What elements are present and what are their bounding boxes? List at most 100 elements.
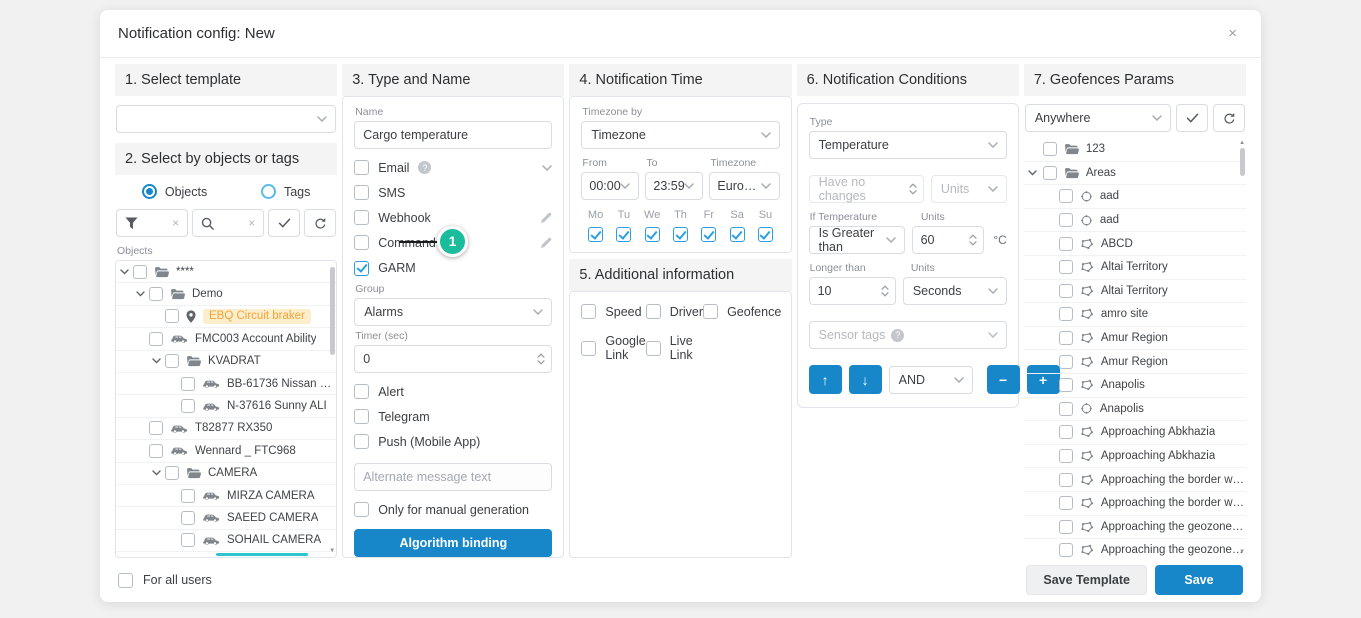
additional-option[interactable]: Google Link — [581, 334, 646, 362]
radio-objects-control[interactable] — [141, 184, 157, 199]
geofence-checkbox[interactable] — [1058, 260, 1073, 275]
geofence-tree-row[interactable]: 123 — [1023, 138, 1247, 162]
geofence-tree-row[interactable]: Approaching the geozone of Kaza... — [1023, 516, 1247, 540]
algorithm-binding-button[interactable]: Algorithm binding — [354, 529, 553, 557]
additional-option-checkbox[interactable] — [703, 304, 719, 319]
spinner-icon[interactable] — [537, 353, 545, 365]
logic-select[interactable]: AND — [888, 365, 973, 394]
apply-geofences-button[interactable] — [1176, 104, 1209, 132]
manual-generation-checkbox[interactable] — [354, 502, 370, 517]
geofence-checkbox[interactable] — [1058, 236, 1073, 251]
template-select[interactable] — [116, 105, 337, 133]
geofence-checkbox[interactable] — [1058, 283, 1073, 298]
geofence-tree-row[interactable]: Altai Territory — [1023, 256, 1247, 280]
geofence-tree-row[interactable]: amro site — [1023, 303, 1247, 327]
radio-objects[interactable]: Objects — [141, 184, 207, 199]
geofence-tree-row[interactable]: Anapolis — [1023, 374, 1247, 398]
geofence-tree-row[interactable]: Approaching Abkhazia — [1023, 445, 1247, 469]
geofence-tree-row[interactable]: Anapolis — [1023, 398, 1247, 422]
move-up-button[interactable]: ↑ — [808, 365, 842, 394]
object-tree-row[interactable]: Demo — [116, 283, 337, 306]
chevron-down-icon[interactable] — [136, 291, 145, 297]
geofence-tree-row[interactable]: Amur Region — [1023, 350, 1247, 374]
object-tree-row[interactable]: SOHAIL CAMERA — [116, 530, 337, 553]
additional-option[interactable]: Geofence — [703, 304, 781, 319]
object-tree-row[interactable]: T82877 RX350 — [116, 418, 337, 441]
close-icon[interactable]: × — [1228, 25, 1237, 42]
weekday-checkbox[interactable] — [588, 227, 604, 242]
garm-checkbox[interactable] — [354, 260, 370, 276]
additional-option-checkbox[interactable] — [581, 304, 597, 319]
telegram-checkbox[interactable] — [354, 409, 370, 424]
object-tree-row[interactable]: SAEED CAMERA — [116, 507, 337, 530]
object-tree-row[interactable]: N-37616 Sunny ALI — [116, 395, 337, 418]
move-down-button[interactable]: ↓ — [848, 365, 882, 394]
object-checkbox[interactable] — [181, 510, 195, 525]
clear-filter-icon[interactable]: × — [172, 216, 180, 230]
pencil-icon[interactable] — [541, 237, 552, 248]
additional-option[interactable]: Driver — [645, 304, 703, 319]
spinner-icon[interactable] — [909, 183, 917, 195]
weekday-checkbox[interactable] — [701, 227, 717, 242]
object-checkbox[interactable] — [165, 354, 179, 369]
pencil-icon[interactable] — [541, 212, 552, 223]
sms-checkbox[interactable] — [354, 185, 370, 200]
object-tree-row[interactable]: BB-61736 Nissan Versa So... — [116, 373, 337, 396]
object-checkbox[interactable] — [165, 309, 179, 324]
geofence-checkbox[interactable] — [1058, 213, 1073, 228]
geofence-checkbox[interactable] — [1058, 354, 1073, 369]
object-tree-row[interactable]: CAMERA — [116, 463, 337, 485]
geofence-tree-row[interactable]: ABCD — [1023, 232, 1247, 256]
object-tree-row[interactable]: EBQ Circuit braker — [116, 306, 337, 329]
anywhere-select[interactable]: Anywhere — [1024, 104, 1172, 132]
geofence-tree-row[interactable]: aad — [1023, 185, 1247, 209]
object-tree-row[interactable]: Wennard _ FTC968 — [116, 440, 337, 463]
object-tree-row[interactable]: KVADRAT — [116, 351, 337, 373]
webhook-checkbox[interactable] — [354, 210, 370, 225]
geofence-checkbox[interactable] — [1058, 496, 1073, 511]
object-checkbox[interactable] — [165, 466, 179, 481]
save-template-button[interactable]: Save Template — [1026, 565, 1147, 595]
geofence-tree-row[interactable]: Approaching the geozone of Kaza... — [1024, 539, 1246, 558]
remove-condition-button[interactable]: − — [986, 365, 1020, 394]
chevron-down-icon[interactable] — [152, 358, 161, 364]
group-select[interactable]: Alarms — [354, 298, 553, 326]
clear-search-icon[interactable]: × — [248, 216, 256, 230]
geofence-tree-row[interactable]: aad — [1023, 209, 1247, 233]
geofence-checkbox[interactable] — [1058, 425, 1073, 440]
object-checkbox[interactable] — [149, 331, 163, 346]
search-input[interactable]: × — [192, 209, 265, 237]
geofence-tree-row[interactable]: Areas — [1023, 162, 1247, 186]
object-checkbox[interactable] — [149, 287, 163, 302]
additional-option[interactable]: Speed — [581, 304, 645, 319]
object-checkbox[interactable] — [149, 421, 163, 436]
geofence-checkbox[interactable] — [1058, 307, 1073, 322]
radio-tags[interactable]: Tags — [260, 184, 310, 199]
geofence-checkbox[interactable] — [1058, 378, 1073, 393]
object-checkbox[interactable] — [181, 488, 195, 503]
object-checkbox[interactable] — [181, 376, 195, 391]
geofence-tree-row[interactable]: Approaching the border with Geor... — [1023, 492, 1247, 516]
geofence-checkbox[interactable] — [1058, 189, 1073, 204]
object-tree-row[interactable]: MIRZA CAMERA — [116, 485, 337, 508]
geofence-checkbox[interactable] — [1058, 543, 1073, 558]
command-checkbox[interactable] — [354, 235, 370, 250]
no-changes-units-select[interactable]: Units — [930, 175, 1007, 203]
longer-than-input[interactable] — [808, 277, 896, 305]
timer-input[interactable] — [354, 345, 553, 373]
no-changes-input[interactable]: Have no changes — [808, 175, 924, 203]
object-tree-row[interactable]: FMC003 Account Ability — [116, 328, 337, 351]
objects-tree-hscrollbar-thumb[interactable] — [216, 553, 308, 556]
email-help-icon[interactable]: ? — [418, 161, 432, 174]
condition-type-select[interactable]: Temperature — [808, 131, 1007, 159]
spinner-icon[interactable] — [881, 285, 889, 297]
to-select[interactable]: 23:59 — [645, 172, 704, 200]
email-checkbox[interactable] — [354, 160, 370, 175]
geofence-checkbox[interactable] — [1058, 401, 1073, 416]
object-tree-row[interactable]: **** — [116, 261, 337, 284]
apply-selection-button[interactable] — [268, 209, 301, 237]
from-select[interactable]: 00:00 — [581, 172, 640, 200]
geofence-checkbox[interactable] — [1058, 449, 1073, 464]
timezone-select[interactable]: Europe/Moscow — [709, 172, 780, 200]
geofence-checkbox[interactable] — [1058, 519, 1073, 534]
